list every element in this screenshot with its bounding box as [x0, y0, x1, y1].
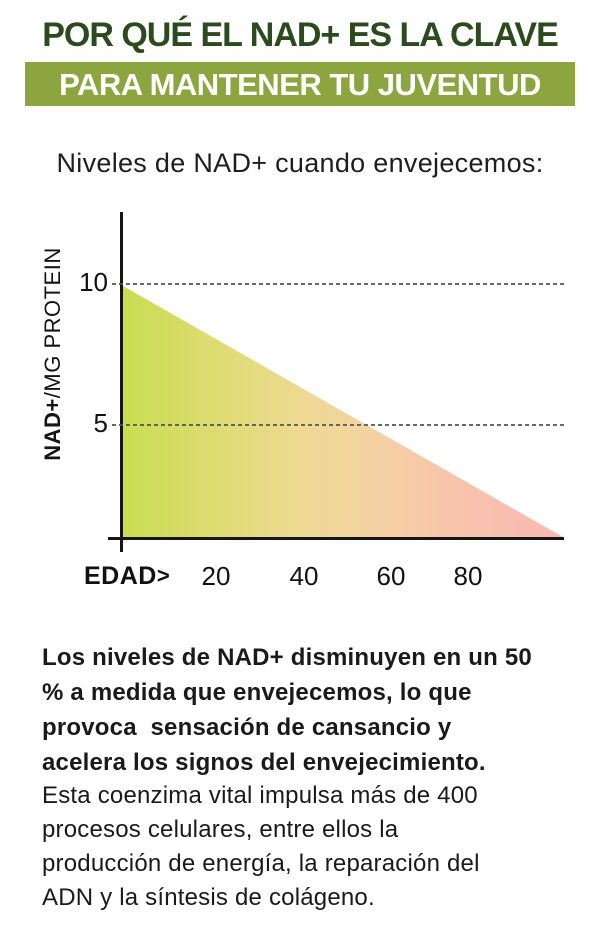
y-axis-line	[120, 212, 123, 552]
body-paragraph-regular: Esta coenzima vital impulsa más de 400 p…	[42, 782, 480, 911]
chart-subtitle: Niveles de NAD+ cuando envejecemos:	[56, 148, 544, 178]
page-title: POR QUÉ EL NAD+ ES LA CLAVE	[42, 16, 559, 54]
gridline-5	[112, 424, 564, 426]
nad-decline-chart: NAD+/MG PROTEIN 10 5 EDAD> 20 40 60 80	[0, 205, 600, 605]
nad-gradient-area	[123, 286, 563, 537]
title-banner: PARA MANTENER TU JUVENTUD	[25, 62, 575, 106]
x-axis-title-text: EDAD	[84, 562, 157, 590]
gridline-10	[112, 283, 564, 285]
x-axis-title: EDAD>	[84, 562, 170, 591]
x-tick-80: 80	[453, 561, 483, 591]
x-tick-60: 60	[376, 561, 406, 591]
y-tick-5: 5	[93, 408, 108, 438]
x-tick-20: 20	[201, 561, 231, 591]
y-tick-10: 10	[79, 267, 108, 297]
y-axis-label: NAD+/MG PROTEIN	[40, 204, 70, 504]
x-axis-line	[108, 537, 564, 540]
body-paragraph-bold: Los niveles de NAD+ disminuyen en un 50 …	[42, 644, 532, 776]
title-banner-label: PARA MANTENER TU JUVENTUD	[59, 67, 541, 102]
x-tick-40: 40	[289, 561, 319, 591]
chevron-right-icon: >	[156, 563, 171, 588]
